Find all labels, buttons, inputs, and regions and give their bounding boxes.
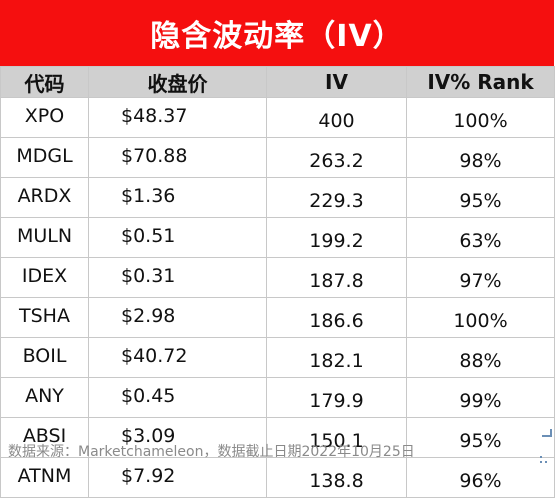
table-header-row: 代码 收盘价 IV IV% Rank bbox=[0, 66, 555, 98]
header-close-price: 收盘价 bbox=[88, 66, 267, 98]
iv-table: 代码 收盘价 IV IV% Rank XPO $48.37 400 100% M… bbox=[0, 66, 555, 498]
table-row: ATNM $7.92 138.8 96% bbox=[0, 457, 555, 498]
header-iv: IV bbox=[266, 66, 407, 98]
table-row: MULN $0.51 199.2 63% bbox=[0, 217, 555, 258]
cell-iv-rank[interactable]: 100% bbox=[406, 97, 555, 138]
page-title: 隐含波动率（IV） bbox=[150, 19, 404, 54]
cell-price[interactable]: $7.92 bbox=[88, 457, 267, 498]
cell-iv-rank[interactable]: 100% bbox=[406, 297, 555, 338]
cell-iv-rank[interactable]: 97% bbox=[406, 257, 555, 298]
cell-code[interactable]: MDGL bbox=[0, 137, 89, 178]
cell-iv-rank[interactable]: 63% bbox=[406, 217, 555, 258]
resize-grip-icon[interactable] bbox=[540, 456, 547, 463]
cell-iv[interactable]: 199.2 bbox=[266, 217, 407, 258]
cell-price[interactable]: $3.09 bbox=[88, 417, 267, 458]
cell-code[interactable]: IDEX bbox=[0, 257, 89, 298]
table-row: TSHA $2.98 186.6 100% bbox=[0, 297, 555, 338]
cell-price[interactable]: $0.45 bbox=[88, 377, 267, 418]
cell-price[interactable]: $0.31 bbox=[88, 257, 267, 298]
cell-price[interactable]: $70.88 bbox=[88, 137, 267, 178]
cell-iv[interactable]: 179.9 bbox=[266, 377, 407, 418]
cell-iv-rank[interactable]: 99% bbox=[406, 377, 555, 418]
cell-code[interactable]: BOIL bbox=[0, 337, 89, 378]
table-row: IDEX $0.31 187.8 97% bbox=[0, 257, 555, 298]
cell-iv-rank[interactable]: 98% bbox=[406, 137, 555, 178]
cell-code[interactable]: ARDX bbox=[0, 177, 89, 218]
cell-code[interactable]: ABSI bbox=[0, 417, 89, 458]
table-row: BOIL $40.72 182.1 88% bbox=[0, 337, 555, 378]
cell-code[interactable]: XPO bbox=[0, 97, 89, 138]
cell-iv[interactable]: 263.2 bbox=[266, 137, 407, 178]
cell-iv-rank[interactable]: 96% bbox=[406, 457, 555, 498]
cell-iv[interactable]: 138.8 bbox=[266, 457, 407, 498]
cell-iv-rank[interactable]: 88% bbox=[406, 337, 555, 378]
table-row: ANY $0.45 179.9 99% bbox=[0, 377, 555, 418]
cell-price[interactable]: $40.72 bbox=[88, 337, 267, 378]
title-banner: 隐含波动率（IV） bbox=[0, 0, 554, 66]
table-row: ARDX $1.36 229.3 95% bbox=[0, 177, 555, 218]
table-row: XPO $48.37 400 100% bbox=[0, 97, 555, 138]
cell-code[interactable]: TSHA bbox=[0, 297, 89, 338]
header-code: 代码 bbox=[0, 66, 89, 98]
cell-price[interactable]: $1.36 bbox=[88, 177, 267, 218]
cell-iv[interactable]: 400 bbox=[266, 97, 407, 138]
cell-iv[interactable]: 186.6 bbox=[266, 297, 407, 338]
cell-iv-rank[interactable]: 95% bbox=[406, 177, 555, 218]
header-iv-rank: IV% Rank bbox=[406, 66, 555, 98]
cell-code[interactable]: ANY bbox=[0, 377, 89, 418]
cell-price[interactable]: $48.37 bbox=[88, 97, 267, 138]
source-footnote: 数据来源：Marketchameleon，数据截止日期2022年10月25日 bbox=[8, 444, 415, 460]
cell-price[interactable]: $0.51 bbox=[88, 217, 267, 258]
cell-price[interactable]: $2.98 bbox=[88, 297, 267, 338]
fill-handle-icon[interactable] bbox=[542, 429, 552, 437]
cell-iv[interactable]: 182.1 bbox=[266, 337, 407, 378]
cell-iv[interactable]: 229.3 bbox=[266, 177, 407, 218]
cell-iv[interactable]: 187.8 bbox=[266, 257, 407, 298]
cell-iv-rank[interactable]: 95% bbox=[406, 417, 555, 458]
table-row: ABSI $3.09 150.1 95% bbox=[0, 417, 555, 458]
cell-code[interactable]: ATNM bbox=[0, 457, 89, 498]
table-row: MDGL $70.88 263.2 98% bbox=[0, 137, 555, 178]
cell-code[interactable]: MULN bbox=[0, 217, 89, 258]
